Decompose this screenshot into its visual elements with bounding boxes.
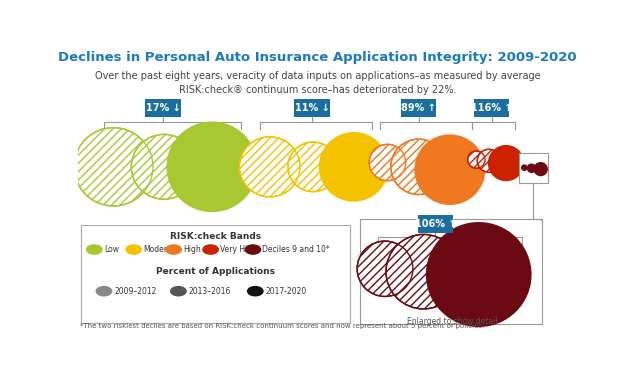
Text: 89% ↑: 89% ↑ (401, 103, 436, 113)
Text: 2009–2012: 2009–2012 (115, 287, 157, 296)
FancyBboxPatch shape (145, 99, 181, 117)
Ellipse shape (74, 128, 153, 206)
Ellipse shape (319, 132, 389, 202)
FancyBboxPatch shape (81, 225, 350, 323)
Ellipse shape (391, 139, 446, 194)
Text: Declines in Personal Auto Insurance Application Integrity: 2009-2020: Declines in Personal Auto Insurance Appl… (58, 50, 577, 63)
Circle shape (166, 245, 181, 254)
Circle shape (203, 245, 218, 254)
Text: 2013–2016: 2013–2016 (189, 287, 231, 296)
Ellipse shape (369, 144, 405, 181)
Ellipse shape (477, 149, 500, 172)
Ellipse shape (488, 145, 525, 181)
Text: Deciles 9 and 10*: Deciles 9 and 10* (262, 245, 330, 254)
Text: RISK:check Bands: RISK:check Bands (170, 232, 261, 241)
Ellipse shape (527, 163, 536, 173)
Text: 106% ↑: 106% ↑ (415, 219, 456, 229)
FancyBboxPatch shape (294, 99, 330, 117)
FancyBboxPatch shape (418, 215, 453, 233)
Ellipse shape (426, 222, 531, 327)
Text: 17% ↓: 17% ↓ (146, 103, 180, 113)
Ellipse shape (131, 134, 197, 199)
Circle shape (245, 245, 260, 254)
Text: Low: Low (104, 245, 119, 254)
Text: 11% ↓: 11% ↓ (294, 103, 329, 113)
Ellipse shape (239, 137, 300, 197)
Circle shape (96, 286, 112, 296)
FancyBboxPatch shape (474, 99, 510, 117)
Ellipse shape (386, 234, 461, 309)
Ellipse shape (521, 164, 528, 171)
Text: High: High (184, 245, 201, 254)
FancyBboxPatch shape (401, 99, 436, 117)
Text: Over the past eight years, veracity of data inputs on applications–as measured b: Over the past eight years, veracity of d… (95, 70, 541, 95)
Text: Moderate: Moderate (143, 245, 180, 254)
Text: Very High: Very High (220, 245, 257, 254)
Text: Enlarged to show detail: Enlarged to show detail (407, 317, 498, 326)
Text: 116% ↑: 116% ↑ (471, 103, 513, 113)
FancyBboxPatch shape (360, 219, 542, 324)
Circle shape (170, 286, 186, 296)
Ellipse shape (357, 241, 413, 297)
Circle shape (247, 286, 263, 296)
Ellipse shape (414, 134, 485, 205)
Ellipse shape (467, 151, 485, 168)
Text: 2017-2020: 2017-2020 (266, 287, 307, 296)
Ellipse shape (166, 122, 258, 212)
Circle shape (87, 245, 102, 254)
Ellipse shape (533, 162, 548, 176)
FancyBboxPatch shape (518, 153, 548, 183)
Text: Percent of Applications: Percent of Applications (156, 267, 275, 276)
Ellipse shape (288, 142, 338, 192)
Circle shape (126, 245, 141, 254)
Text: *The two riskiest deciles are based on RISK:check continuum scores and now repre: *The two riskiest deciles are based on R… (80, 323, 484, 329)
